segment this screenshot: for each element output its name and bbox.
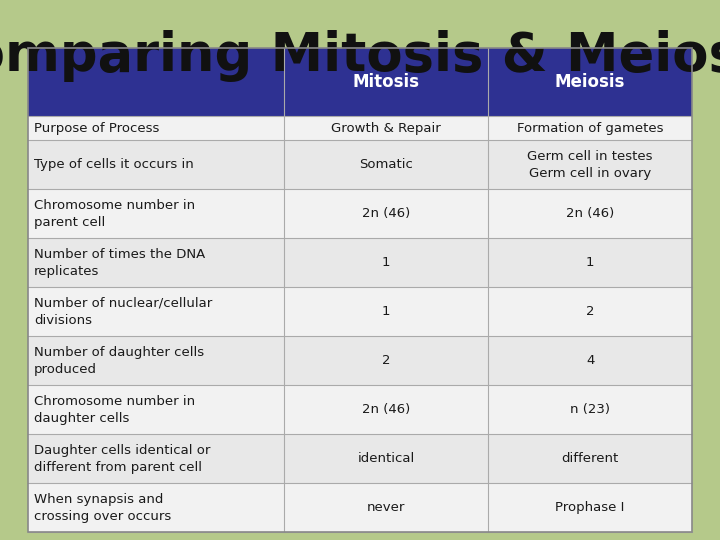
Text: Purpose of Process: Purpose of Process bbox=[34, 122, 159, 135]
Text: Formation of gametes: Formation of gametes bbox=[517, 122, 663, 135]
Text: 2n (46): 2n (46) bbox=[361, 207, 410, 220]
Text: 2n (46): 2n (46) bbox=[361, 403, 410, 416]
Text: Number of times the DNA
replicates: Number of times the DNA replicates bbox=[34, 248, 205, 278]
Text: Prophase I: Prophase I bbox=[555, 501, 625, 514]
Text: Mitosis: Mitosis bbox=[352, 73, 419, 91]
Text: 2: 2 bbox=[382, 354, 390, 367]
Text: 1: 1 bbox=[382, 256, 390, 269]
Text: Chromosome number in
daughter cells: Chromosome number in daughter cells bbox=[34, 395, 195, 424]
Bar bbox=[28, 48, 692, 532]
Text: Type of cells it occurs in: Type of cells it occurs in bbox=[34, 158, 194, 171]
Text: Germ cell in testes
Germ cell in ovary: Germ cell in testes Germ cell in ovary bbox=[527, 150, 653, 180]
Text: never: never bbox=[366, 501, 405, 514]
Bar bbox=[28, 287, 692, 336]
Bar bbox=[28, 483, 692, 532]
Text: 1: 1 bbox=[586, 256, 594, 269]
Text: Somatic: Somatic bbox=[359, 158, 413, 171]
Text: different: different bbox=[562, 452, 618, 465]
Text: Comparing Mitosis & Meiosis: Comparing Mitosis & Meiosis bbox=[0, 30, 720, 82]
Text: Number of daughter cells
produced: Number of daughter cells produced bbox=[34, 346, 204, 376]
Bar bbox=[28, 190, 692, 238]
Text: Growth & Repair: Growth & Repair bbox=[331, 122, 441, 135]
Text: Number of nuclear/cellular
divisions: Number of nuclear/cellular divisions bbox=[34, 297, 212, 327]
Text: 2: 2 bbox=[586, 305, 594, 318]
Text: Chromosome number in
parent cell: Chromosome number in parent cell bbox=[34, 199, 195, 229]
Bar bbox=[28, 140, 692, 190]
Bar bbox=[28, 434, 692, 483]
Bar bbox=[28, 385, 692, 434]
Text: When synapsis and
crossing over occurs: When synapsis and crossing over occurs bbox=[34, 492, 171, 523]
Text: 4: 4 bbox=[586, 354, 594, 367]
Bar bbox=[28, 48, 692, 116]
Bar bbox=[28, 336, 692, 385]
Text: n (23): n (23) bbox=[570, 403, 610, 416]
Text: 1: 1 bbox=[382, 305, 390, 318]
Text: 2n (46): 2n (46) bbox=[566, 207, 614, 220]
Bar bbox=[28, 116, 692, 140]
Text: Meiosis: Meiosis bbox=[555, 73, 625, 91]
Text: Daughter cells identical or
different from parent cell: Daughter cells identical or different fr… bbox=[34, 443, 210, 474]
Bar bbox=[28, 238, 692, 287]
Text: identical: identical bbox=[357, 452, 415, 465]
